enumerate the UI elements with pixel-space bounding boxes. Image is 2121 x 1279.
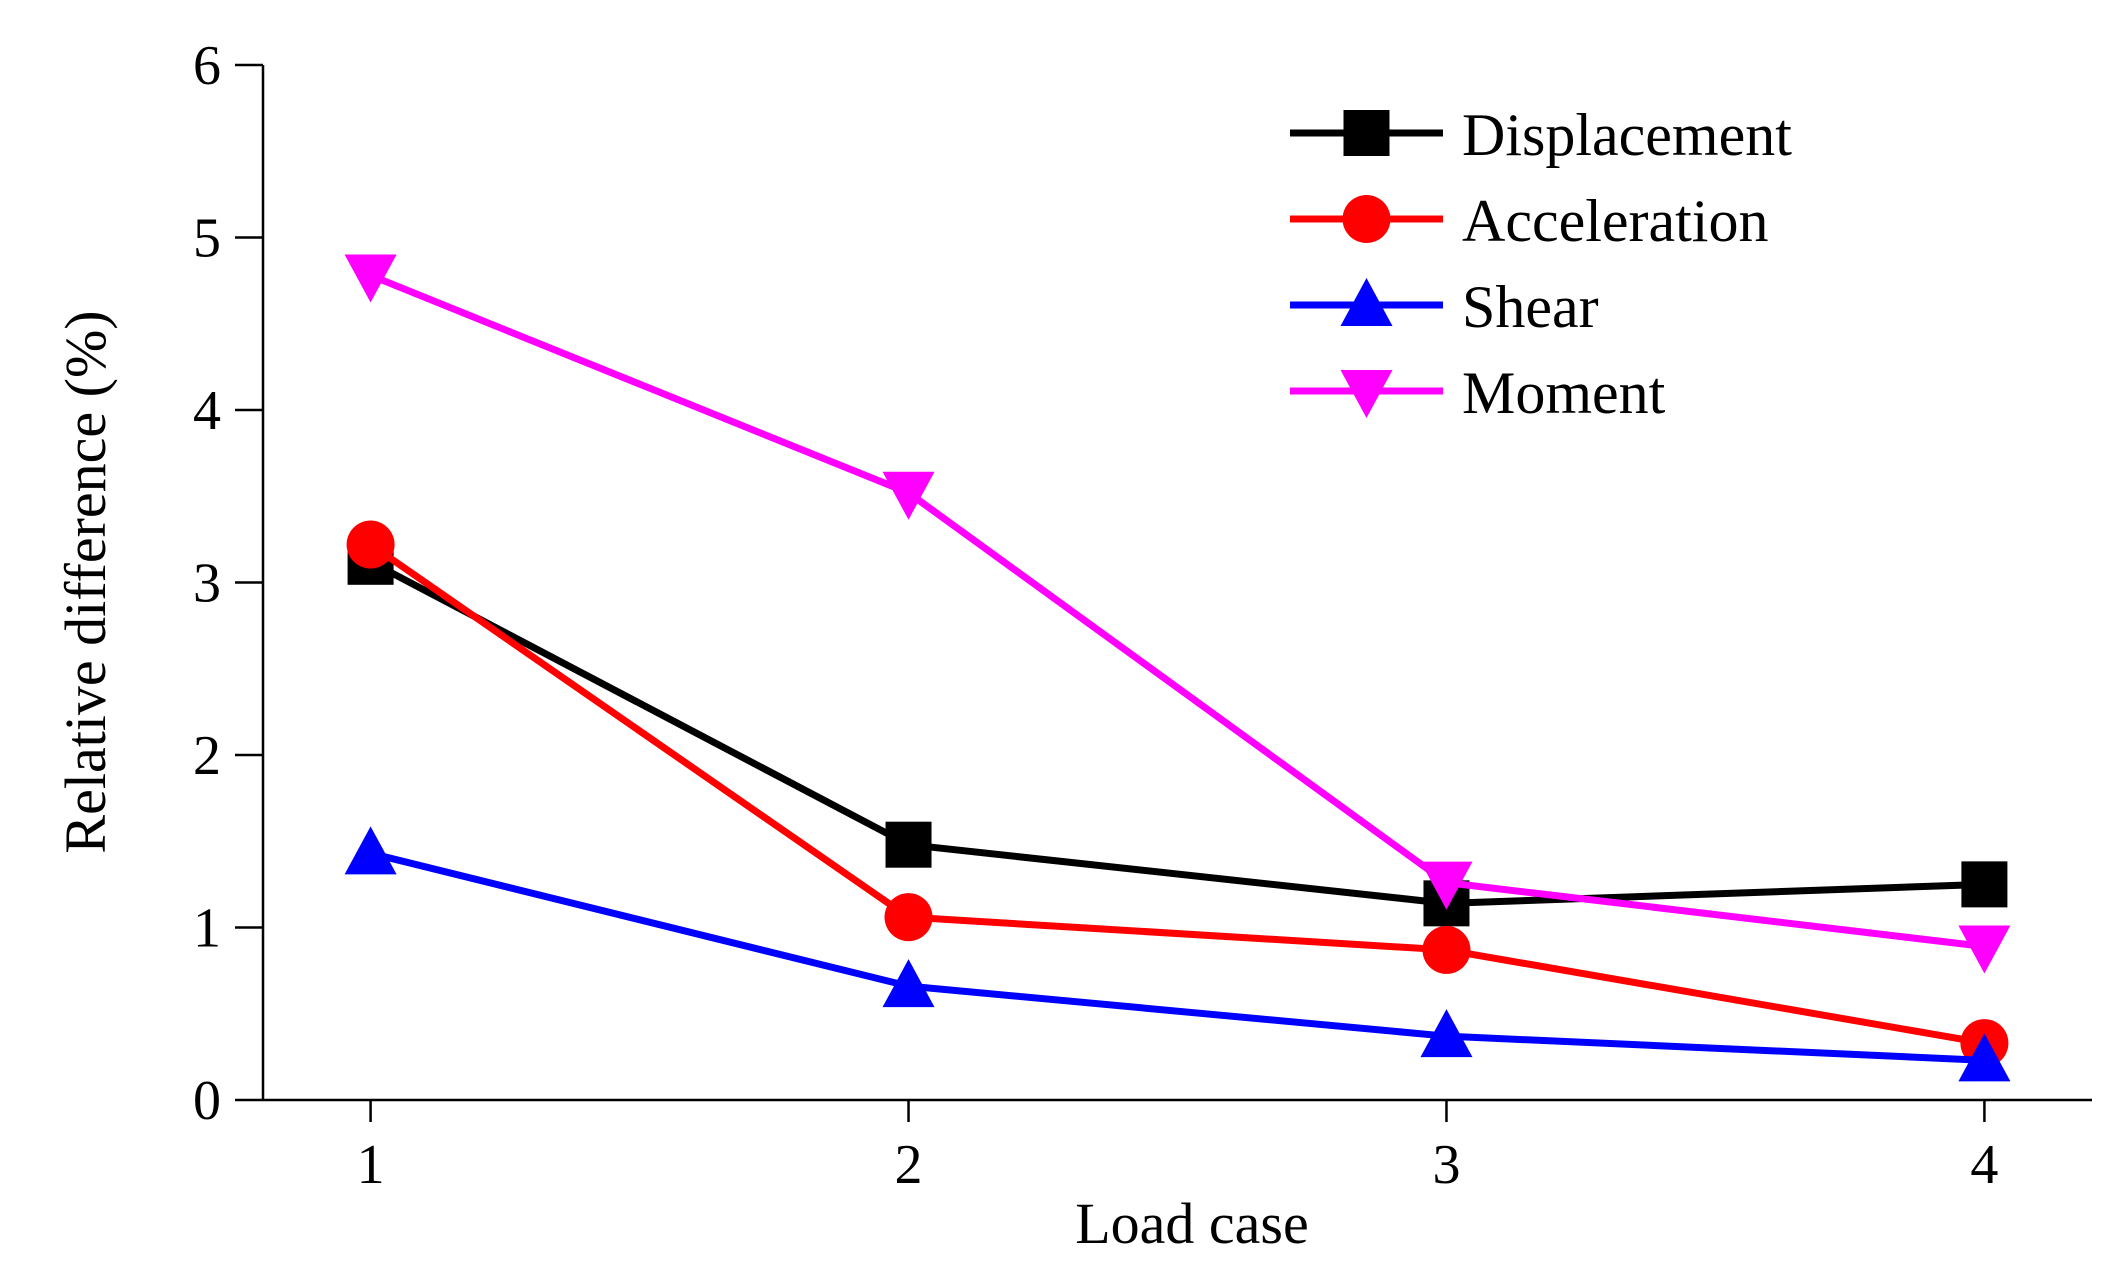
legend-marker (1340, 278, 1393, 326)
data-point-shear (1420, 1009, 1473, 1058)
legend-marker (1343, 110, 1390, 156)
data-point-shear (1958, 1033, 2011, 1082)
series-line-displacement (368, 558, 1985, 907)
data-point-displacement (1961, 861, 2008, 908)
data-point-moment (1420, 861, 1473, 910)
legend-label: Acceleration (1462, 188, 1768, 254)
legend-entry-acceleration: Acceleration (1290, 188, 1768, 254)
x-axis-label: Load case (1075, 1191, 1308, 1256)
legend-marker (1342, 195, 1391, 243)
y-tick-label: 1 (193, 898, 221, 960)
data-point-moment (882, 471, 935, 520)
legend-label: Displacement (1462, 102, 1792, 168)
series-line-acceleration (368, 541, 1986, 1047)
y-tick-label: 2 (193, 725, 221, 787)
series-line-moment (369, 272, 1985, 950)
data-point-acceleration (884, 893, 933, 942)
legend-label: Moment (1462, 360, 1666, 426)
data-point-acceleration (346, 520, 395, 569)
data-point-acceleration (1422, 925, 1471, 974)
y-axis-label: Relative difference (%) (53, 310, 118, 853)
axes (261, 65, 2092, 1102)
y-ticks: 0 1 2 3 4 5 6 (193, 35, 263, 1132)
data-point-shear (882, 959, 935, 1008)
data-point-moment (1958, 925, 2011, 974)
x-tick-label: 2 (895, 1134, 923, 1196)
series-displacement (347, 538, 2008, 927)
x-ticks: 1 2 3 4 (357, 1100, 1998, 1196)
legend-entry-displacement: Displacement (1290, 102, 1792, 168)
x-tick-label: 3 (1432, 1134, 1460, 1196)
series-shear (344, 826, 2011, 1082)
legend: Displacement Acceleration Shear Moment (1290, 102, 1792, 426)
legend-marker (1340, 370, 1393, 418)
y-tick-label: 6 (193, 35, 221, 97)
x-tick-label: 4 (1970, 1134, 1998, 1196)
legend-label: Shear (1462, 274, 1599, 340)
y-tick-label: 5 (193, 208, 221, 270)
y-tick-label: 0 (193, 1070, 221, 1132)
data-point-shear (344, 826, 397, 875)
data-point-moment (344, 254, 397, 303)
x-tick-label: 1 (357, 1134, 385, 1196)
y-tick-label: 4 (193, 380, 221, 442)
series-acceleration (346, 520, 2009, 1068)
series-moment (344, 254, 2011, 974)
y-tick-label: 3 (193, 553, 221, 615)
series-line-shear (369, 849, 1985, 1064)
data-point-displacement (885, 821, 932, 868)
series-layer (344, 254, 2011, 1082)
legend-entry-shear: Shear (1290, 274, 1599, 340)
legend-entry-moment: Moment (1290, 360, 1666, 426)
